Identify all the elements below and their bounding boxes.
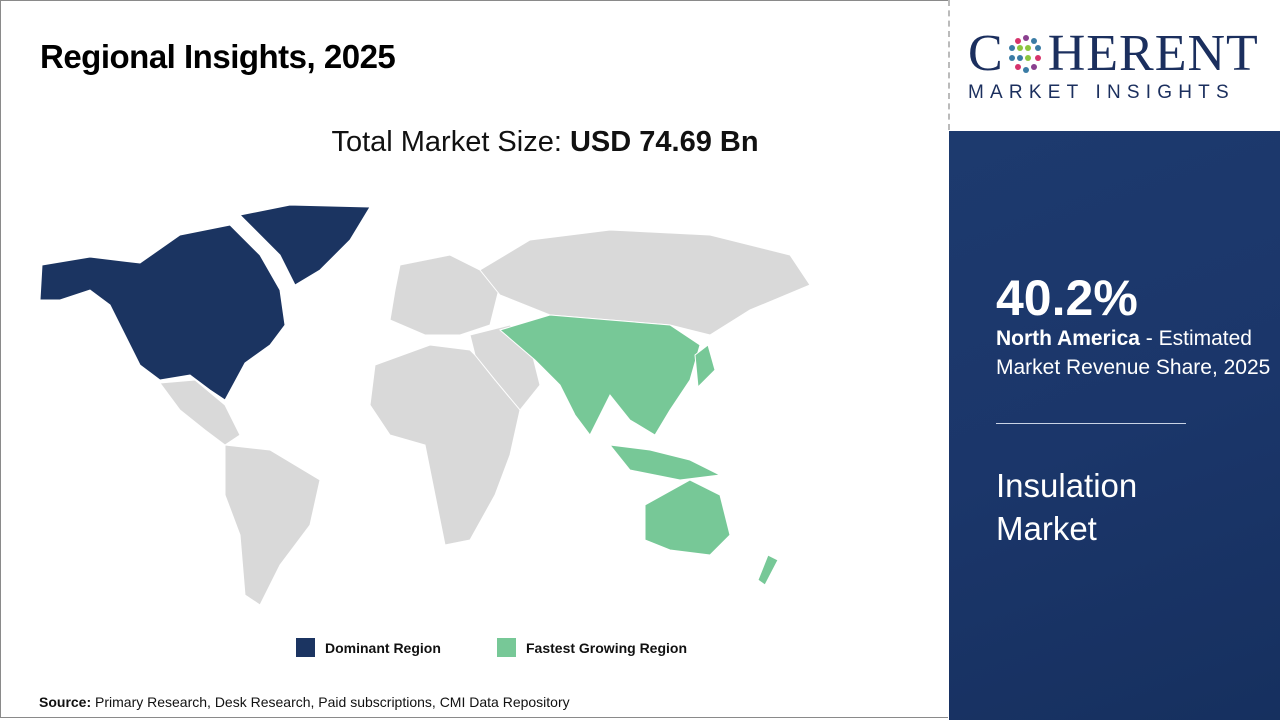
logo-subtitle: MARKET INSIGHTS xyxy=(968,82,1235,103)
market-size-value: USD 74.69 Bn xyxy=(569,126,759,158)
share-description: North America - Estimated Market Revenue… xyxy=(996,324,1271,382)
world-map xyxy=(39,204,811,606)
legend-label: Fastest Growing Region xyxy=(526,639,688,656)
share-desc-text: - Estimated Market Revenue Share, 2025 xyxy=(996,327,1271,379)
slide-frame xyxy=(0,0,948,718)
region-latin-america xyxy=(159,379,321,606)
globe-dots-icon xyxy=(1008,35,1041,73)
region-japan xyxy=(694,344,716,389)
source-note: Source: Primary Research, Desk Research,… xyxy=(39,694,570,710)
region-russia xyxy=(479,229,811,336)
region-greenland xyxy=(238,204,371,286)
region-europe xyxy=(389,254,501,336)
legend-label: Dominant Region xyxy=(325,639,441,656)
share-value: 40.2% xyxy=(996,270,1138,326)
legend-swatch xyxy=(296,638,315,657)
region-asia xyxy=(498,314,701,436)
region-new-zealand xyxy=(757,554,779,586)
region-north-america xyxy=(39,224,286,401)
divider xyxy=(948,0,950,130)
logo-text: HERENT xyxy=(1047,25,1259,82)
region-southeast-asia xyxy=(608,444,722,481)
legend-fastest: Fastest Growing Region xyxy=(497,638,687,657)
company-logo: C HERENT MARKET INSIGHTS xyxy=(968,28,1263,104)
total-market-size: Total Market Size: USD 74.69 Bn xyxy=(0,126,1090,159)
source-text: Primary Research, Desk Research, Paid su… xyxy=(91,694,570,710)
legend-dominant: Dominant Region xyxy=(296,638,441,657)
region-australia xyxy=(644,479,731,556)
page-title: Regional Insights, 2025 xyxy=(40,38,396,75)
region-name: North America xyxy=(996,327,1140,350)
legend-swatch xyxy=(497,638,516,657)
panel-divider xyxy=(996,423,1186,424)
market-name: Insulation Market xyxy=(996,467,1138,547)
logo-letter: C xyxy=(968,25,1004,82)
insight-panel: 40.2% North America - Estimated Market R… xyxy=(949,131,1280,720)
market-size-label: Total Market Size: xyxy=(331,126,570,158)
source-label: Source: xyxy=(39,694,92,710)
